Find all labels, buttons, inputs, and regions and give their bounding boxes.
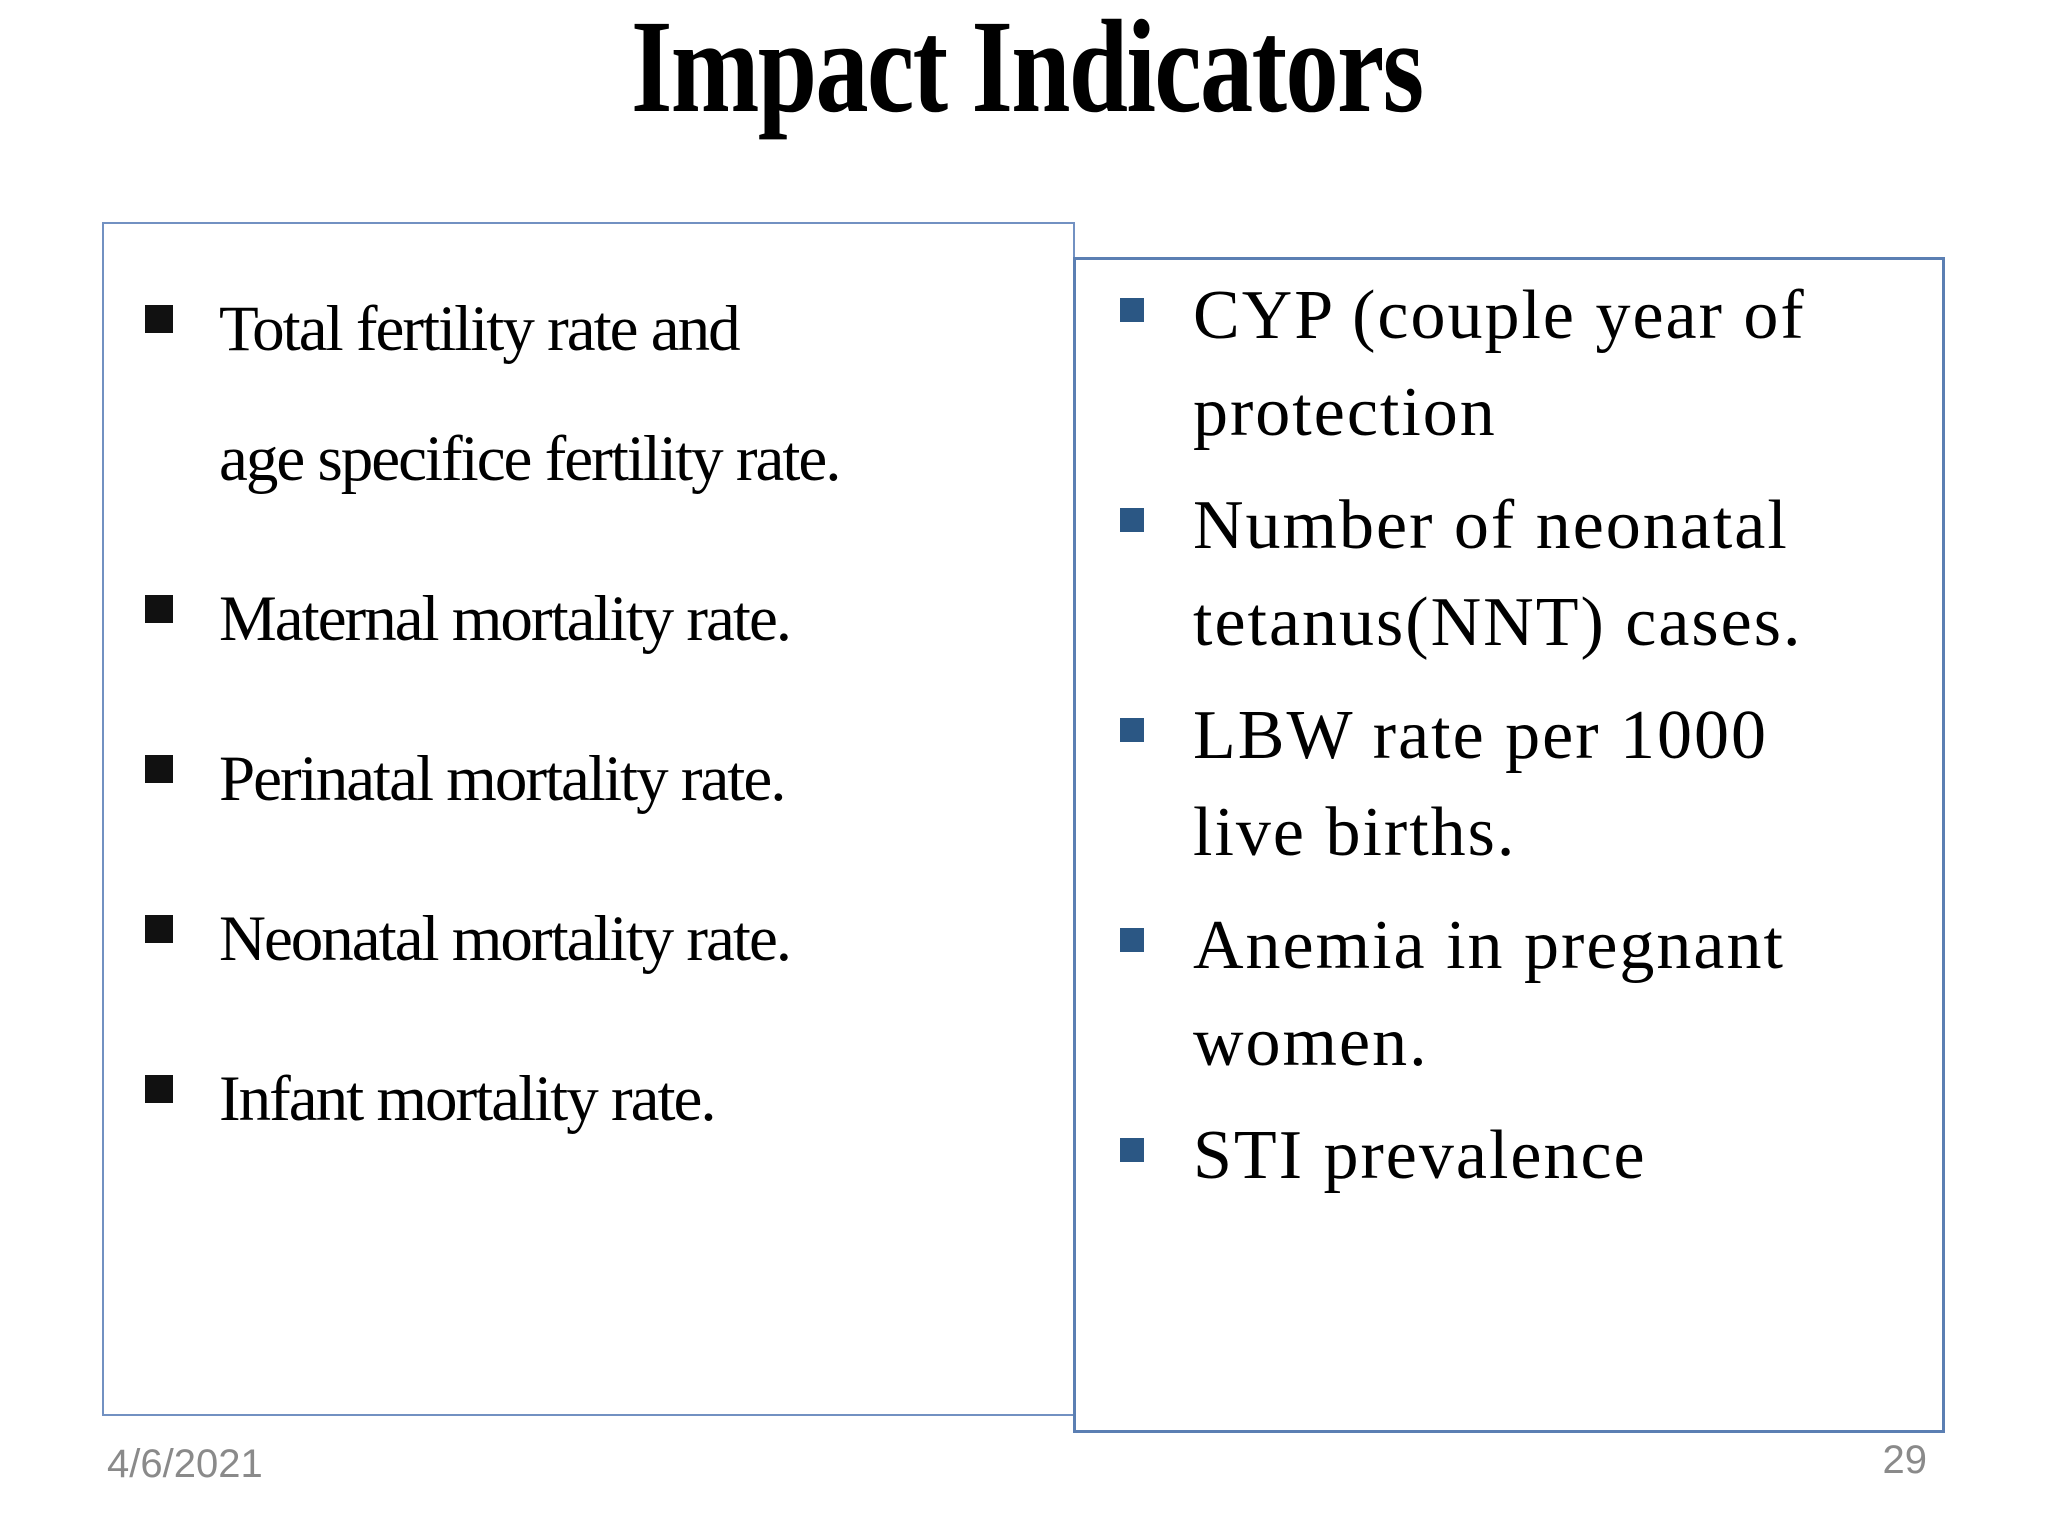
bullet-square-icon (1120, 508, 1144, 532)
list-item-text: Number of neonatal (1193, 487, 1789, 564)
right-bullet-list: CYP (couple year of protection Number of… (1076, 267, 1942, 1204)
right-text-box: CYP (couple year of protection Number of… (1073, 257, 1945, 1433)
list-item-text: age specifice fertility rate. (219, 423, 842, 495)
list-item-text: Total fertility rate and (219, 293, 741, 365)
list-item-text: Perinatal mortality rate. (219, 743, 786, 815)
bullet-square-icon (1120, 1138, 1144, 1162)
bullet-square-icon (145, 915, 173, 943)
bullet-square-icon (1120, 298, 1144, 322)
list-item: LBW rate per 1000 live births. (1076, 687, 1942, 881)
list-item-text: women. (1193, 1004, 1429, 1081)
list-item-text: STI prevalence (1193, 1117, 1647, 1194)
list-item-text: Neonatal mortality rate. (219, 903, 792, 975)
list-item: Number of neonatal tetanus(NNT) cases. (1076, 477, 1942, 671)
bullet-square-icon (1120, 928, 1144, 952)
bullet-square-icon (145, 595, 173, 623)
list-item-text: Anemia in pregnant (1193, 907, 1785, 984)
list-item: Anemia in pregnant women. (1076, 897, 1942, 1091)
page-title: Impact Indicators (631, 0, 1424, 140)
list-item-text: live births. (1193, 794, 1517, 871)
left-bullet-list: Total fertility rate and age specifice f… (104, 264, 1073, 1164)
list-item-text: LBW rate per 1000 (1193, 697, 1769, 774)
list-item-text: Maternal mortality rate. (219, 583, 792, 655)
list-item-text: tetanus(NNT) cases. (1193, 584, 1803, 661)
list-item: Maternal mortality rate. (104, 554, 1073, 684)
list-item: Neonatal mortality rate. (104, 874, 1073, 1004)
bullet-square-icon (1120, 718, 1144, 742)
bullet-square-icon (145, 755, 173, 783)
footer-page-number: 29 (1882, 1438, 1928, 1482)
list-item: Perinatal mortality rate. (104, 714, 1073, 844)
list-item: STI prevalence (1076, 1107, 1942, 1204)
left-text-box: Total fertility rate and age specifice f… (102, 222, 1075, 1416)
list-item-text: Infant mortality rate. (219, 1063, 717, 1135)
bullet-square-icon (145, 1075, 173, 1103)
list-item-text: protection (1193, 374, 1497, 451)
list-item-text: CYP (couple year of (1193, 277, 1806, 354)
list-item: Infant mortality rate. (104, 1034, 1073, 1164)
bullet-square-icon (145, 305, 173, 333)
footer-date: 4/6/2021 (107, 1442, 263, 1486)
list-item: CYP (couple year of protection (1076, 267, 1942, 461)
list-item: Total fertility rate and age specifice f… (104, 264, 1073, 524)
